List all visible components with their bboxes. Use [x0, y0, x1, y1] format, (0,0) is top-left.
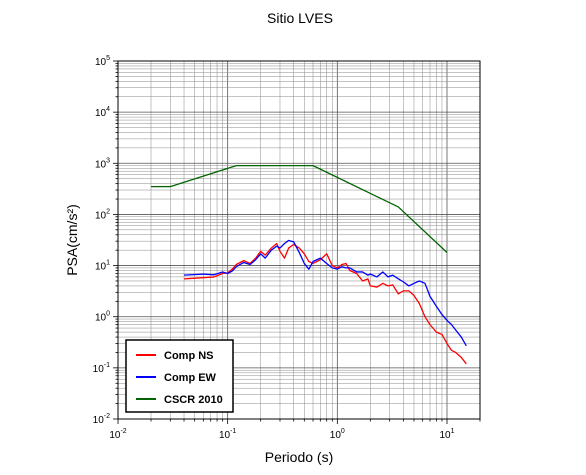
series-line-comp-ew: [183, 239, 467, 347]
legend-label: Comp EW: [164, 372, 217, 384]
y-tick-label: 10-2: [93, 413, 110, 426]
chart-title: Sitio LVES: [267, 10, 333, 26]
legend-label: Comp NS: [164, 350, 214, 362]
x-tick-label: 10-1: [219, 428, 236, 441]
legend: Comp NS Comp EW CSCR 2010: [125, 339, 234, 413]
y-tick-label: 10-1: [93, 362, 110, 375]
y-tick-label: 102: [95, 208, 110, 221]
plot-frame: [117, 60, 481, 420]
x-tick-label: 100: [330, 428, 345, 441]
y-tick-label: 101: [95, 260, 110, 273]
y-tick-label: 105: [95, 55, 110, 68]
y-tick-label: 104: [95, 106, 110, 119]
x-axis-ticks: 10-2 10-1 100 101: [109, 419, 481, 441]
x-axis-label: Periodo (s): [265, 449, 333, 465]
series-line-comp-ns: [183, 242, 467, 365]
y-axis-label: PSA(cm/s²): [64, 204, 80, 276]
legend-label: CSCR 2010: [164, 394, 223, 406]
x-tick-label: 10-2: [109, 428, 126, 441]
y-axis-ticks: 10-2 10-1 100 101 102 103 104 105: [93, 55, 118, 426]
grid-lines: [117, 60, 481, 420]
y-tick-label: 100: [95, 311, 110, 324]
x-tick-label: 101: [439, 428, 454, 441]
y-tick-label: 103: [95, 157, 110, 170]
series-lines: [151, 164, 467, 365]
series-line-cscr-2010: [151, 164, 448, 253]
